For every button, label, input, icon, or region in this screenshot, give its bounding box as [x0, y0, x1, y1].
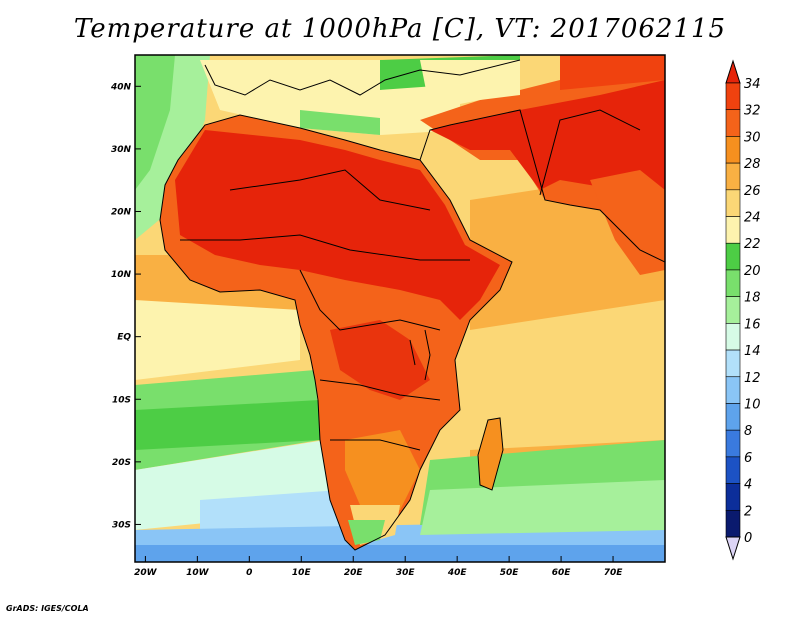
- temperature-field: [135, 55, 665, 562]
- lon-tick-label: 50E: [500, 568, 520, 578]
- colorbar-segment: [725, 296, 741, 324]
- colorbar-label: 32: [744, 104, 761, 119]
- colorbar-label: 8: [744, 424, 752, 439]
- colorbar-segment: [725, 483, 741, 511]
- lon-tick-label: 20E: [344, 568, 364, 578]
- colorbar-label: 2: [744, 504, 752, 519]
- colorbar-label: 30: [744, 130, 761, 145]
- lat-tick-label: 20S: [112, 458, 131, 468]
- lon-tick-label: 0: [246, 568, 252, 578]
- colorbar-label: 22: [744, 237, 761, 252]
- colorbar-segment: [725, 82, 741, 111]
- lat-tick-label: 30S: [112, 520, 131, 530]
- colorbar-segment: [725, 349, 741, 378]
- colorbar-label: 14: [744, 344, 761, 359]
- colorbar-segment: [725, 162, 741, 191]
- colorbar-segment: [725, 323, 741, 351]
- colorbar-label: 26: [744, 184, 761, 199]
- lat-tick-label: 20N: [111, 207, 132, 217]
- lon-tick-label: 20W: [134, 568, 158, 578]
- lon-tick-label: 10W: [186, 568, 210, 578]
- colorbar-label: 34: [744, 77, 761, 92]
- lat-tick-label: EQ: [117, 333, 131, 343]
- colorbar-label: 6: [744, 451, 752, 466]
- lon-tick-label: 60E: [552, 568, 572, 578]
- lat-tick-label: 30N: [111, 145, 132, 155]
- longitude-axis: 20W 10W 0 10E 20E 30E 40E 50E 60E 70E: [134, 556, 623, 578]
- colorbar-label: 24: [744, 211, 761, 226]
- colorbar-arrow-top: [725, 59, 741, 84]
- colorbar-arrow-bottom: [725, 536, 741, 561]
- colorbar-segment: [725, 376, 741, 404]
- colorbar-label: 0: [744, 531, 752, 546]
- colorbar-segment: [725, 109, 741, 137]
- colorbar-label: 28: [744, 157, 761, 172]
- colorbar-segment: [725, 216, 741, 244]
- india-landmass: [590, 170, 665, 275]
- colorbar-segment: [725, 429, 741, 458]
- colorbar-segment: [725, 269, 741, 297]
- lat-tick-label: 10N: [111, 270, 132, 280]
- lat-tick-label: 10S: [112, 395, 131, 405]
- lon-tick-label: 70E: [604, 568, 624, 578]
- colorbar-label: 4: [744, 478, 752, 493]
- colorbar-segment: [725, 456, 741, 484]
- plot-frame: [134, 54, 666, 563]
- coastlines: [159, 59, 665, 551]
- colorbar-label: 20: [744, 264, 761, 279]
- colorbar-segment: [725, 242, 741, 271]
- colorbar-label: 16: [744, 317, 761, 332]
- map-title: Temperature at 1000hPa [C], VT: 20170621…: [73, 14, 727, 44]
- colorbar-segment: [725, 136, 741, 164]
- lon-tick-label: 30E: [396, 568, 416, 578]
- colorbar-segment: [725, 189, 741, 217]
- colorbar-label: 12: [744, 371, 761, 386]
- colorbar-label: 10: [744, 397, 761, 412]
- colorbar-segment: [725, 403, 741, 431]
- colorbar-label: 18: [744, 291, 761, 306]
- colorbar-segment: [725, 509, 741, 538]
- lon-tick-label: 40E: [447, 568, 468, 578]
- lon-tick-label: 10E: [292, 568, 312, 578]
- lat-tick-label: 40N: [110, 82, 132, 92]
- latitude-axis: 40N 30N 20N 10N EQ 10S 20S 30S: [110, 82, 141, 530]
- credit-text: GrADS: IGES/COLA: [6, 604, 89, 613]
